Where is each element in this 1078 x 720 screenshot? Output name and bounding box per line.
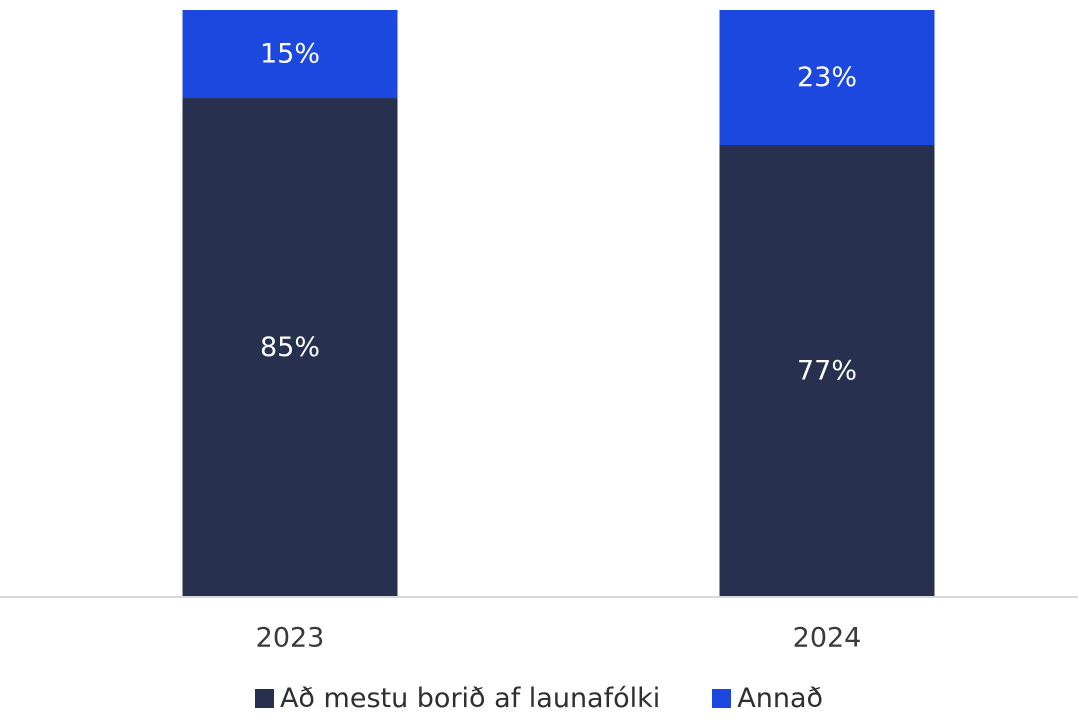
data-label-other-2024: 23% [797,62,857,93]
bar-other-2024[interactable] [719,10,935,146]
legend-swatch-other [712,688,732,708]
x-tick-label-2024: 2024 [793,623,862,654]
legend-item-workers[interactable]: Að mestu borið af launafólki [254,682,661,714]
chart-plot: 85% 15% 2023 77% 23% 2024 [0,10,1078,654]
legend-swatch-workers [254,688,274,708]
bar-workers-2024[interactable] [719,145,935,597]
x-tick-label-2023: 2023 [256,623,325,654]
bar-other-2023[interactable] [182,10,398,99]
data-label-workers-2024: 77% [797,356,857,387]
legend-label-workers: Að mestu borið af launafólki [279,682,661,714]
legend-label-other: Annað [737,682,824,714]
data-label-other-2023: 15% [260,39,320,70]
legend: Að mestu borið af launafólki Annað [0,676,1078,720]
legend-item-other[interactable]: Annað [712,683,823,714]
data-label-workers-2023: 85% [260,332,320,363]
bar-workers-2023[interactable] [182,98,398,598]
